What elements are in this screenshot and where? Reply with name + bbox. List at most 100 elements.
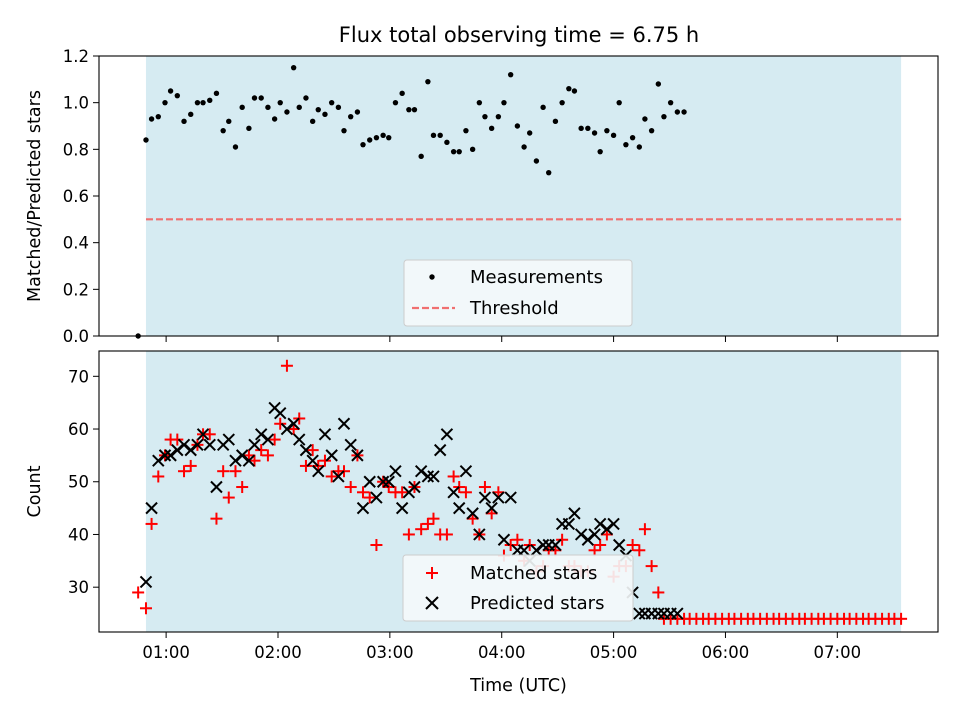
measurement-point bbox=[604, 127, 610, 134]
matched-star-point bbox=[222, 491, 235, 504]
measurement-point bbox=[469, 146, 476, 153]
predicted-star-point bbox=[164, 449, 177, 462]
measurement-point bbox=[386, 134, 392, 141]
matched-star-point bbox=[152, 470, 165, 483]
predicted-star-stroke-b bbox=[203, 438, 216, 452]
predicted-star-point bbox=[139, 575, 153, 589]
measurement-point bbox=[578, 125, 584, 132]
matched-star-point bbox=[421, 517, 434, 530]
predicted-star-point bbox=[421, 470, 435, 483]
predicted-star-point bbox=[242, 454, 256, 467]
bottom-ytick-label: 50 bbox=[68, 473, 89, 492]
predicted-star-point bbox=[210, 480, 223, 494]
predicted-star-point bbox=[370, 491, 383, 504]
measurement-point bbox=[597, 148, 603, 155]
predicted-star-point bbox=[261, 433, 275, 446]
bottom-legend-box bbox=[402, 554, 634, 622]
legend-threshold-label: Threshold bbox=[469, 298, 559, 319]
bottom-axes: 30 40 50 60 70 01:00 02:00 03:00 04:00 05:00 06:00… bbox=[25, 350, 939, 696]
measurement-point bbox=[341, 127, 347, 134]
measurement-point bbox=[309, 118, 316, 125]
predicted-star-point bbox=[306, 454, 319, 467]
predicted-star-stroke-b bbox=[395, 501, 409, 515]
predicted-star-stroke-b bbox=[254, 428, 268, 441]
bottom-xtick-label: 04:00 bbox=[478, 643, 526, 662]
measurement-point bbox=[437, 132, 443, 139]
predicted-star-stroke-b bbox=[325, 449, 338, 462]
predicted-star-point bbox=[293, 433, 306, 446]
matched-star-point bbox=[504, 539, 517, 552]
predicted-star-point bbox=[574, 528, 588, 541]
top-legend: Measurements Threshold bbox=[403, 259, 633, 327]
measurement-point bbox=[290, 64, 297, 71]
predicted-star-point bbox=[478, 491, 492, 504]
measurement-point bbox=[495, 113, 502, 120]
measurement-point bbox=[585, 125, 591, 132]
predicted-star-stroke-b bbox=[562, 517, 576, 531]
chart-title: Flux total observing time = 6.75 h bbox=[339, 23, 699, 47]
measurement-point bbox=[674, 109, 681, 115]
measurement-point bbox=[213, 90, 220, 97]
predicted-star-stroke-b bbox=[517, 544, 531, 557]
predicted-star-point bbox=[171, 443, 184, 457]
measurement-point bbox=[661, 113, 667, 120]
matched-star-point bbox=[139, 602, 152, 615]
predicted-star-stroke-b bbox=[485, 501, 498, 515]
measurement-point bbox=[476, 99, 483, 106]
matched-star-point bbox=[318, 454, 331, 467]
predicted-star-point bbox=[588, 528, 601, 541]
measurement-point bbox=[284, 109, 290, 115]
predicted-star-point bbox=[152, 454, 165, 467]
predicted-star-stroke-b bbox=[177, 438, 191, 452]
measurement-point bbox=[188, 111, 194, 118]
predicted-star-point bbox=[607, 517, 620, 531]
predicted-star-point bbox=[254, 428, 268, 441]
measurement-point bbox=[399, 90, 405, 97]
predicted-star-point bbox=[633, 607, 646, 620]
matched-star-point bbox=[325, 470, 338, 483]
measurement-point bbox=[167, 88, 174, 94]
predicted-star-stroke-b bbox=[293, 433, 306, 446]
matched-star-point bbox=[357, 486, 370, 499]
predicted-star-point bbox=[671, 607, 684, 620]
matched-star-point bbox=[447, 470, 460, 483]
predicted-star-stroke-b bbox=[389, 464, 402, 478]
measurement-point bbox=[246, 125, 252, 132]
predicted-star-point bbox=[453, 501, 466, 515]
predicted-star-point bbox=[612, 538, 626, 552]
measurement-point bbox=[571, 88, 578, 94]
matched-star-point bbox=[895, 612, 908, 625]
top-ytick-label: 0.4 bbox=[63, 234, 89, 253]
predicted-star-stroke-b bbox=[235, 449, 249, 462]
matched-star-point bbox=[217, 465, 230, 478]
matched-star-point bbox=[248, 454, 261, 467]
measurement-point bbox=[450, 148, 457, 155]
predicted-star-point bbox=[447, 486, 460, 499]
predicted-star-point bbox=[382, 475, 395, 488]
predicted-star-stroke-b bbox=[440, 428, 454, 441]
predicted-star-point bbox=[562, 517, 576, 531]
predicted-star-stroke-b bbox=[652, 607, 665, 620]
measurement-point bbox=[360, 141, 366, 148]
measurement-point bbox=[303, 95, 309, 101]
predicted-star-stroke-b bbox=[427, 470, 440, 483]
matched-star-point bbox=[638, 523, 651, 536]
matched-star-point bbox=[184, 459, 197, 472]
predicted-star-stroke-b bbox=[382, 475, 395, 488]
measurement-point bbox=[623, 141, 629, 148]
top-ytick-label: 0.0 bbox=[63, 327, 89, 346]
predicted-star-stroke-b bbox=[356, 501, 370, 515]
measurement-point bbox=[456, 148, 462, 155]
predicted-star-stroke-b bbox=[370, 491, 383, 504]
matched-star-point bbox=[645, 560, 658, 573]
predicted-star-stroke-b bbox=[248, 438, 261, 452]
predicted-star-point bbox=[356, 501, 370, 515]
measurement-point bbox=[148, 116, 155, 122]
predicted-star-stroke-b bbox=[574, 528, 588, 541]
top-ylabel: Matched/Predicted stars bbox=[25, 90, 45, 302]
predicted-star-stroke-b bbox=[363, 475, 376, 488]
measurement-point bbox=[373, 134, 380, 141]
predicted-star-stroke-b bbox=[549, 538, 562, 552]
predicted-star-stroke-b bbox=[312, 464, 325, 478]
bottom-xtick-label: 06:00 bbox=[702, 643, 750, 662]
